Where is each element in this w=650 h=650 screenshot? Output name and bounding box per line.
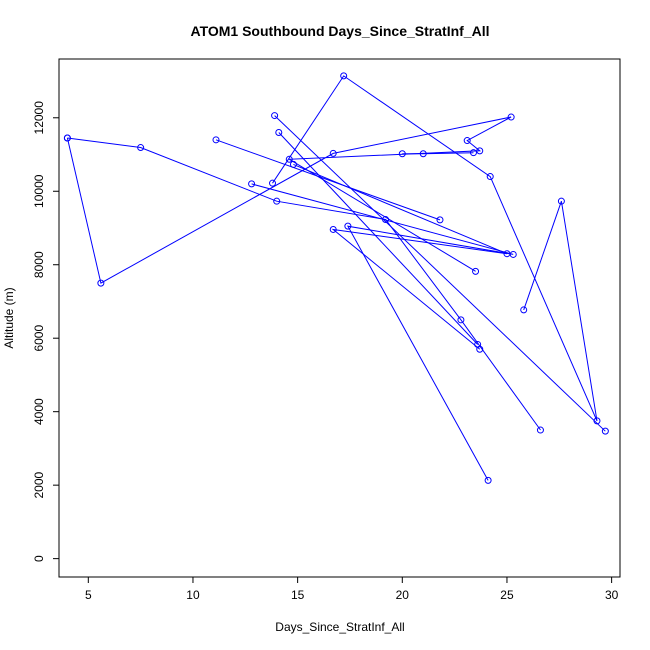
series-line: [402, 152, 474, 155]
y-tick-label: 4000: [32, 398, 46, 425]
data-point: [520, 306, 528, 314]
series-line: [293, 163, 508, 350]
data-point: [419, 150, 427, 158]
series-line: [66, 116, 512, 284]
series-line: [272, 75, 598, 422]
x-tick-label: 20: [396, 588, 410, 602]
y-tick-label: 2000: [32, 471, 46, 498]
data-point: [469, 149, 477, 157]
y-axis: 0 2000 4000 6000 8000 10000 12000: [32, 101, 59, 562]
data-point: [275, 128, 283, 136]
data-point: [248, 180, 256, 188]
data-point: [340, 72, 348, 80]
y-tick-label: 0: [32, 555, 46, 562]
data-point: [398, 150, 406, 158]
x-tick-label: 5: [85, 588, 92, 602]
data-point: [463, 137, 471, 145]
x-tick-label: 25: [500, 588, 514, 602]
data-point: [484, 476, 492, 484]
data-point: [557, 197, 565, 205]
y-tick-label: 10000: [32, 174, 46, 208]
data-point: [97, 279, 105, 287]
data-point: [271, 112, 279, 120]
data-point: [486, 173, 494, 181]
series-line: [278, 132, 479, 345]
plot-area-frame: [58, 58, 621, 578]
data-point: [507, 113, 515, 121]
data-point: [344, 222, 352, 230]
y-tick-label: 6000: [32, 325, 46, 352]
series-line: [215, 139, 441, 221]
data-point: [329, 225, 337, 233]
data-point: [457, 316, 465, 324]
x-tick-label: 10: [186, 588, 200, 602]
data-point: [601, 427, 609, 435]
data-point: [503, 250, 511, 258]
x-axis-label: Days_Since_StratInf_All: [275, 620, 404, 634]
data-point: [476, 147, 484, 155]
data-point: [289, 160, 297, 168]
data-point: [285, 155, 293, 163]
series-layer: [63, 72, 609, 484]
data-point: [536, 426, 544, 434]
data-point: [476, 345, 484, 353]
y-tick-label: 12000: [32, 101, 46, 135]
x-axis: 5 10 15 20 25 30: [85, 577, 619, 602]
chart-title: ATOM1 Southbound Days_Since_StratInf_All: [191, 23, 490, 39]
data-point: [137, 144, 145, 152]
x-tick-label: 30: [605, 588, 619, 602]
data-point: [63, 134, 71, 142]
series-line: [67, 137, 541, 431]
data-point: [273, 197, 281, 205]
data-point: [436, 216, 444, 224]
data-point: [329, 149, 337, 157]
series-line: [274, 115, 606, 432]
y-axis-label: Altitude (m): [2, 287, 16, 348]
data-point: [269, 179, 277, 187]
x-tick-label: 15: [291, 588, 305, 602]
data-point: [212, 136, 220, 144]
data-point: [472, 267, 480, 275]
y-tick-label: 8000: [32, 251, 46, 278]
